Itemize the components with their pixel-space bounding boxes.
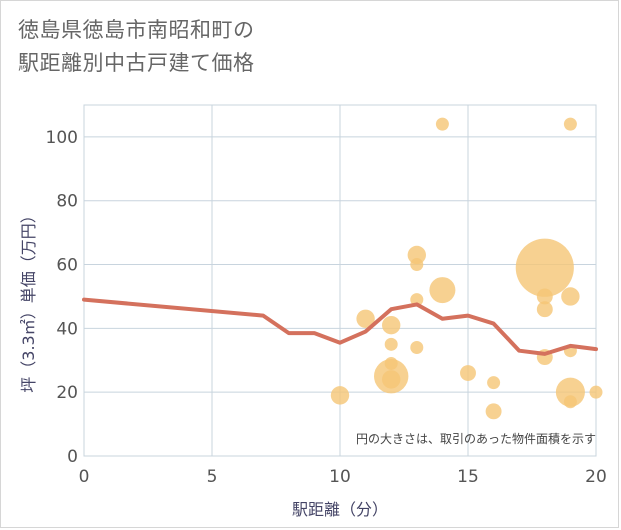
bubble-point [487, 376, 501, 390]
y-axis-label: 坪（3.3㎡）単価（万円） [19, 207, 38, 392]
x-tick-label: 15 [457, 467, 479, 487]
y-tick-label: 0 [67, 447, 78, 467]
bubble-point [410, 293, 424, 307]
x-tick-label: 10 [329, 467, 351, 487]
bubble-point [589, 385, 603, 399]
bubble-point [563, 395, 577, 409]
bubble-point [536, 288, 553, 305]
y-tick-label: 60 [56, 256, 78, 276]
bubble-point [382, 315, 401, 335]
bubble-point [435, 117, 449, 131]
bubble-point [384, 356, 398, 370]
trend-line [82, 297, 598, 356]
y-tick-label: 100 [46, 128, 78, 148]
tick-labels: 0 5 10 15 20 0 20 40 60 80 100 [46, 128, 607, 487]
bubble-point [563, 117, 577, 131]
y-tick-label: 40 [56, 319, 78, 339]
bubble-point [410, 258, 424, 272]
plot-border [83, 104, 597, 457]
trend-series [82, 297, 598, 356]
bubble-point [460, 365, 476, 381]
bubble-point [410, 341, 424, 355]
bubble-point [382, 370, 401, 389]
y-tick-label: 80 [56, 192, 78, 212]
bubble-point [485, 403, 502, 420]
x-tick-label: 20 [585, 467, 607, 487]
bubble-point [384, 337, 398, 351]
bubble-point [536, 301, 553, 318]
bubble-point [356, 309, 375, 328]
bubble-point [555, 377, 585, 407]
chart-title-line-2: 駅距離別中古戸建て価格 [18, 51, 255, 75]
bubble-point [515, 238, 574, 297]
bubble-point [330, 386, 350, 405]
bubble-point [561, 287, 580, 306]
bubble-point [429, 277, 456, 304]
chart-title-line-1: 徳島県徳島市南昭和町の [18, 18, 255, 42]
x-tick-label: 5 [207, 467, 218, 487]
y-tick-label: 20 [56, 383, 78, 403]
x-tick-label: 0 [79, 467, 90, 487]
bubble-point [407, 245, 426, 265]
size-note: 円の大きさは、取引のあった物件面積を示す [356, 431, 596, 446]
bubble-series [330, 117, 603, 420]
x-axis-label: 駅距離（分） [292, 500, 388, 519]
chart-title: 徳島県徳島市南昭和町の 駅距離別中古戸建て価格 [18, 14, 255, 80]
